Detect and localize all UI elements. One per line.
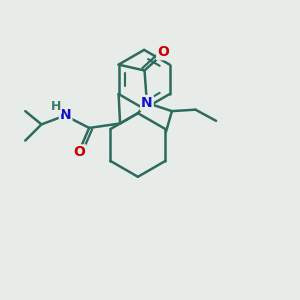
Text: O: O (157, 45, 169, 59)
Text: O: O (74, 146, 86, 159)
Text: N: N (141, 96, 153, 110)
Text: H: H (51, 100, 62, 113)
Text: N: N (60, 108, 71, 122)
